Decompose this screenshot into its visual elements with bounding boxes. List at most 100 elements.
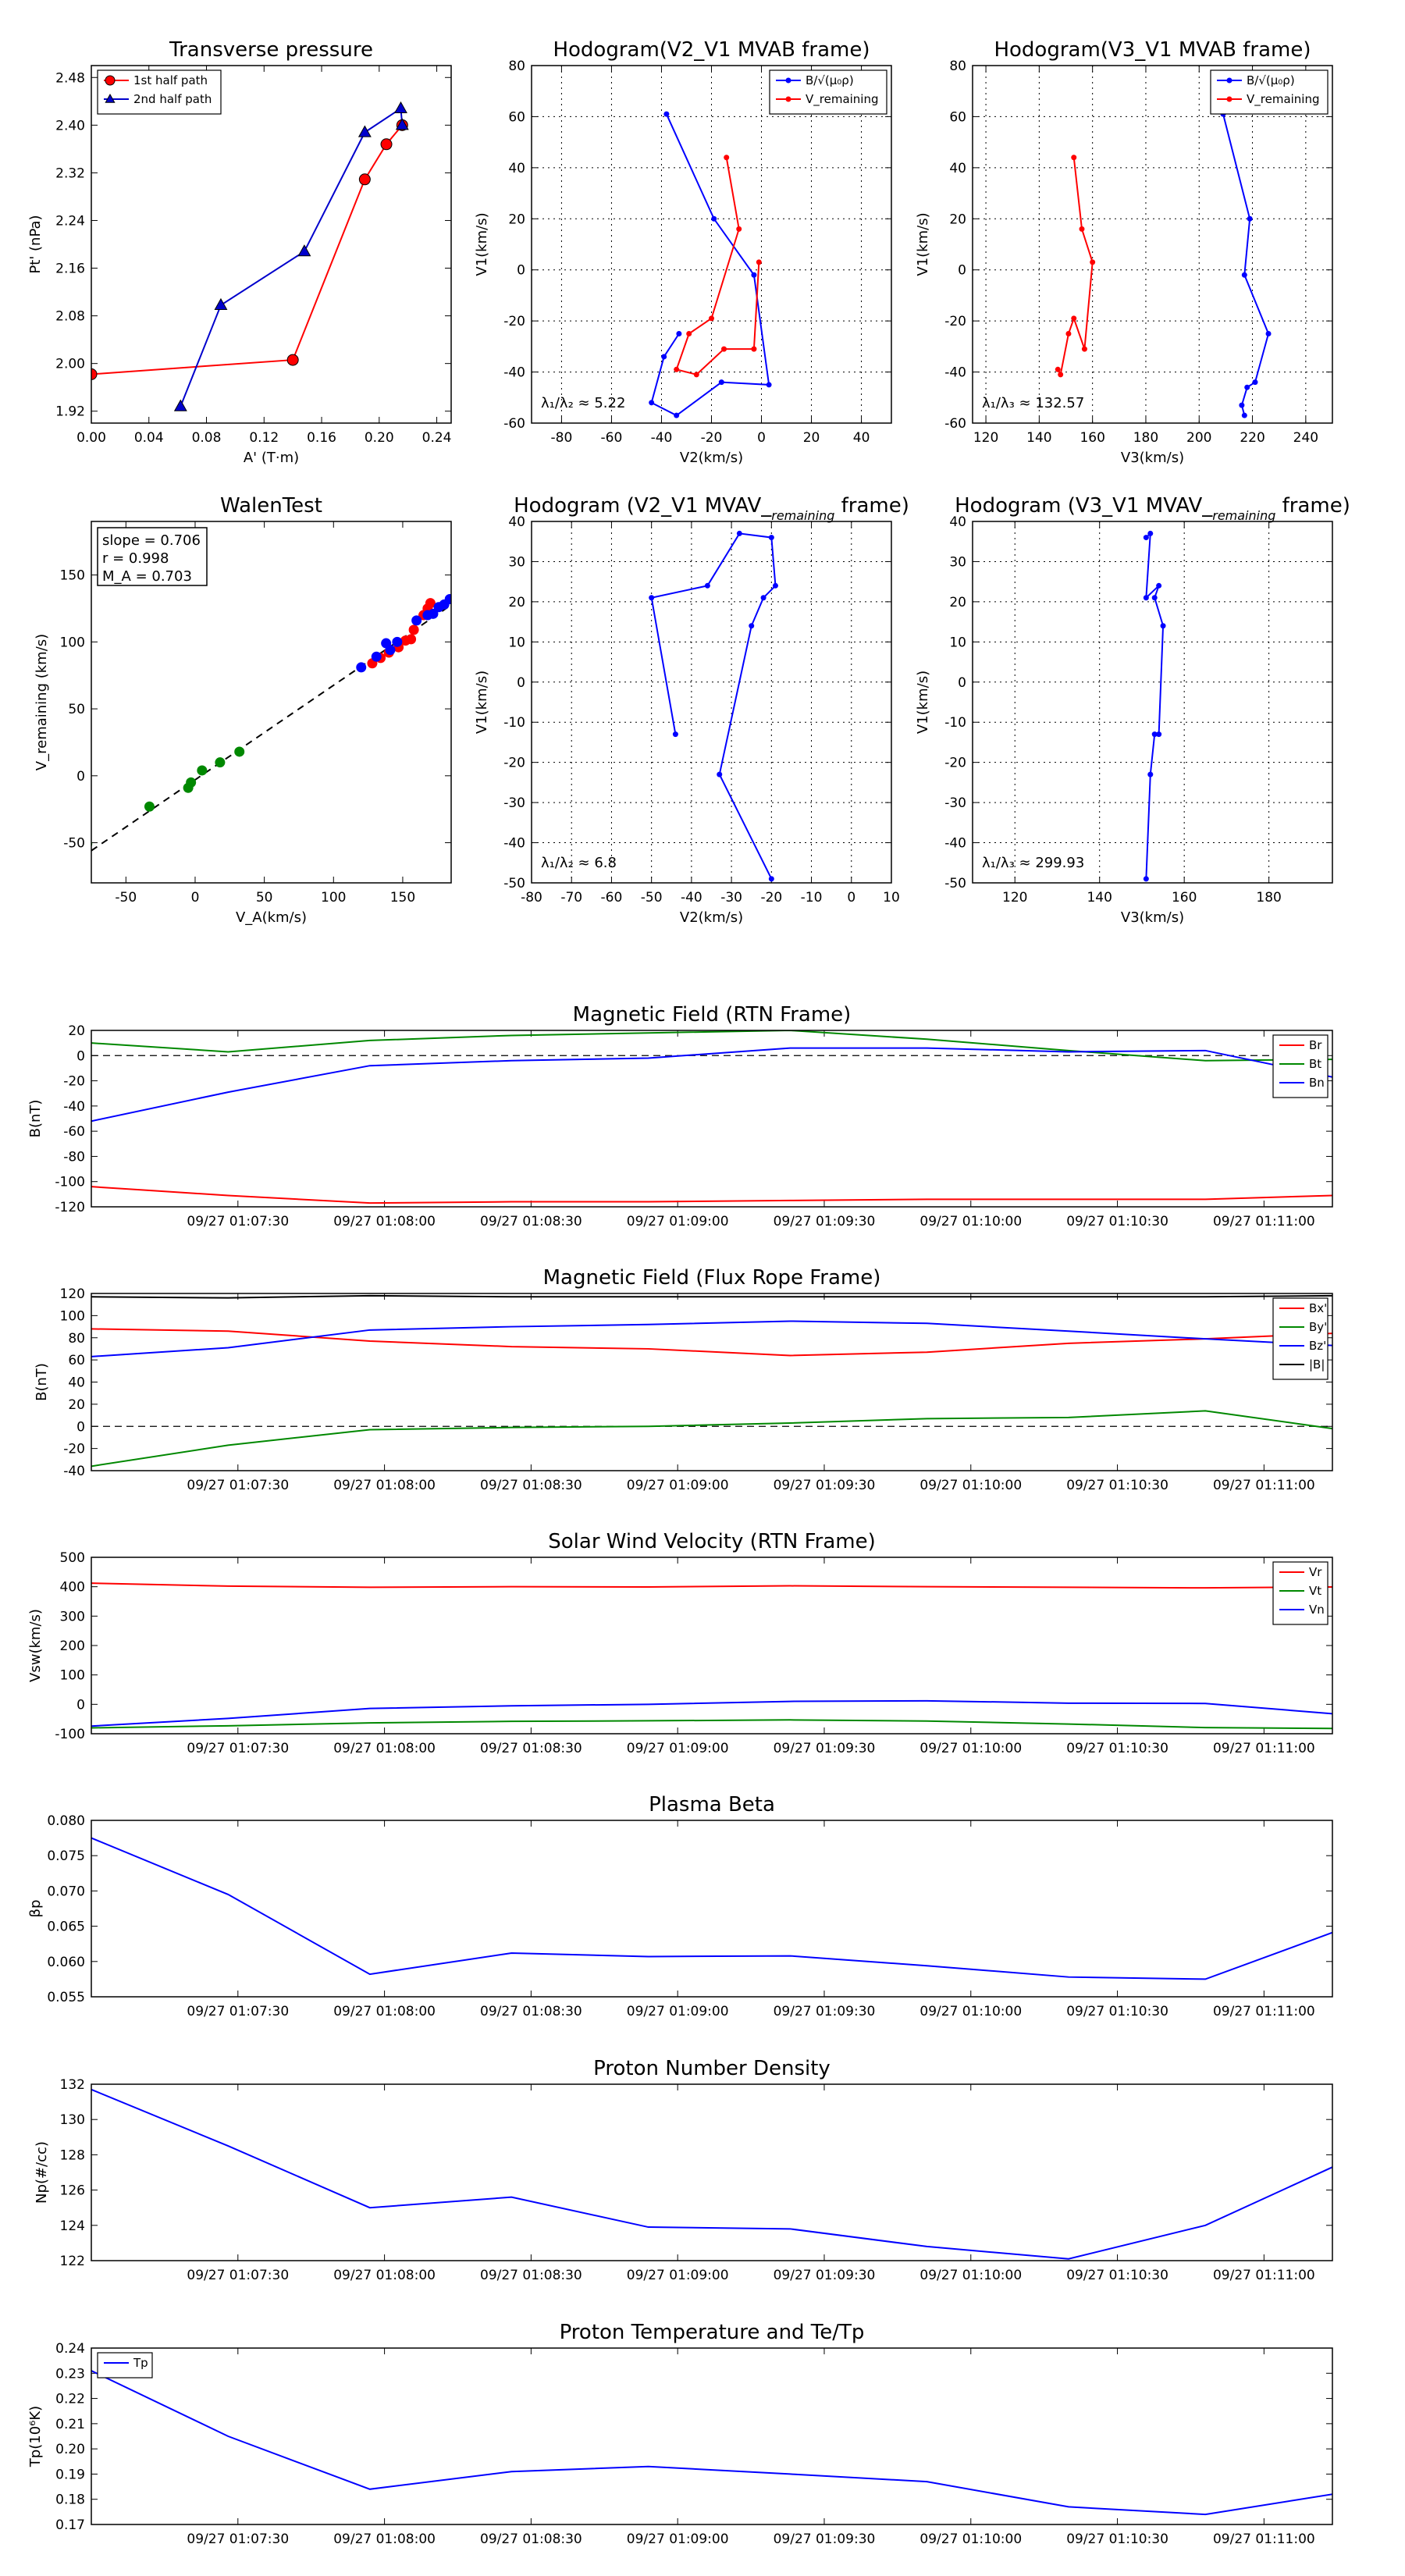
data-point xyxy=(1090,259,1096,265)
data-point xyxy=(358,173,371,186)
x-tick-label: 220 xyxy=(1240,430,1264,446)
x-tick-label: 200 xyxy=(1186,430,1211,446)
x-tick-label: 0.16 xyxy=(307,430,336,446)
legend-box xyxy=(1210,69,1329,115)
series-line-Np xyxy=(91,2088,1332,2260)
y-tick-label: 80 xyxy=(949,59,966,74)
y-tick-label: 0 xyxy=(76,1697,85,1713)
data-point xyxy=(1244,384,1250,390)
chart-title: Proton Temperature and Te/Tp xyxy=(560,2321,865,2344)
x-tick-label: 180 xyxy=(1256,890,1281,906)
x-tick-label: 10 xyxy=(883,890,900,906)
annotation-text: λ₁/λ₃ ≈ 132.57 xyxy=(982,395,1084,411)
plot-frame xyxy=(91,1557,1333,1735)
plot-frame xyxy=(91,1293,1333,1471)
y-tick-label: 126 xyxy=(60,2183,85,2199)
y-tick-label: 300 xyxy=(60,1609,85,1624)
x-axis-label: V_A(km/s) xyxy=(236,909,307,926)
x-tick-label: 09/27 01:09:00 xyxy=(627,2004,729,2019)
data-point xyxy=(214,297,228,310)
data-point xyxy=(1241,412,1247,418)
y-tick-label: 10 xyxy=(508,635,525,650)
plot-area xyxy=(91,1030,1332,1204)
y-tick-label: -40 xyxy=(63,1099,85,1115)
y-tick-label: 0 xyxy=(76,769,85,785)
y-tick-label: 0.070 xyxy=(47,1884,85,1899)
chart-plasma-beta: Plasma Beta 09/27 01:07:30 09/27 01:08:00 0… xyxy=(27,1793,1333,2019)
chart-hodogram-v2-v1-mvab: Hodogram(V2_V1 MVAB frame) -80 -60 -40 -20 0 2… xyxy=(474,38,892,466)
x-axis-label: V3(km/s) xyxy=(1121,450,1184,466)
y-tick-label: 100 xyxy=(60,1308,85,1324)
chart-hodogram-v2-v1-mvav: Hodogram (V2_V1 MVAV_remaining frame) -80… xyxy=(474,494,909,926)
plot-area xyxy=(1143,530,1166,882)
data-point xyxy=(772,582,778,589)
legend-label: B/√(μ₀ρ) xyxy=(1247,73,1295,87)
chart-title: WalenTest xyxy=(220,494,322,518)
x-tick-label: 100 xyxy=(321,890,346,906)
data-point xyxy=(1081,346,1087,352)
x-tick-label: 09/27 01:11:00 xyxy=(1213,2268,1315,2283)
plot-frame xyxy=(531,521,892,884)
data-point xyxy=(380,138,393,151)
y-axis-label: Np(#/cc) xyxy=(34,2141,50,2204)
plot-frame xyxy=(91,2083,1333,2261)
data-point xyxy=(1143,876,1149,882)
x-tick-label: -20 xyxy=(701,430,723,446)
legend-label: Bt xyxy=(1309,1057,1321,1071)
data-point xyxy=(1156,582,1162,589)
legend: Vr Vt Vn xyxy=(1272,1561,1329,1625)
y-tick-label: 2.08 xyxy=(55,309,85,325)
legend-label: Bn xyxy=(1309,1076,1325,1090)
y-tick-label: -40 xyxy=(944,365,966,381)
data-point xyxy=(674,366,680,372)
data-point xyxy=(724,155,730,161)
plot-area xyxy=(1055,111,1272,418)
data-point xyxy=(1065,331,1072,336)
x-tick-label: 140 xyxy=(1026,430,1051,446)
data-point xyxy=(663,111,670,117)
x-tick-label: -20 xyxy=(760,890,782,906)
y-tick-label: -10 xyxy=(944,715,966,731)
annotation-box xyxy=(97,527,208,586)
series-line-B xyxy=(650,532,777,880)
data-point xyxy=(186,777,197,788)
chart-mag-field-rtn: Magnetic Field (RTN Frame) 09/27 01:07:30… xyxy=(27,1003,1333,1229)
plot-frame xyxy=(91,2347,1333,2525)
plot-area xyxy=(91,1294,1332,1468)
x-tick-label: 0.20 xyxy=(365,430,394,446)
chart-title: Hodogram (V2_V1 MVAV_remaining frame) xyxy=(514,494,909,523)
series-line-Br xyxy=(91,1186,1332,1204)
x-tick-label: -30 xyxy=(720,890,742,906)
x-tick-label: 09/27 01:09:00 xyxy=(627,1214,729,1229)
data-point xyxy=(1252,379,1258,386)
series-line-B/√(μ₀ρ) xyxy=(650,113,770,417)
data-point xyxy=(371,651,382,662)
x-tick-label: 09/27 01:08:30 xyxy=(480,2004,582,2019)
legend: Br Bt Bn xyxy=(1272,1034,1329,1098)
legend-label: Br xyxy=(1309,1038,1322,1052)
x-tick-label: 09/27 01:10:00 xyxy=(919,1741,1022,1756)
x-tick-label: 0 xyxy=(191,890,200,906)
y-tick-label: 60 xyxy=(68,1353,85,1368)
y-axis-label: V_remaining (km/s) xyxy=(34,634,50,770)
series-line-B/√(μ₀ρ) xyxy=(1222,113,1270,416)
plot-area xyxy=(91,1582,1332,1730)
data-point xyxy=(1241,272,1247,278)
series-line-|B| xyxy=(91,1294,1332,1299)
x-tick-label: 09/27 01:08:30 xyxy=(480,2268,582,2283)
data-point xyxy=(736,226,742,232)
y-tick-label: 50 xyxy=(68,702,85,717)
y-axis-label: B(nT) xyxy=(27,1100,44,1138)
x-tick-label: 160 xyxy=(1172,890,1197,906)
y-tick-label: 40 xyxy=(508,514,525,530)
y-tick-label: 0.21 xyxy=(55,2417,85,2432)
y-tick-label: -50 xyxy=(944,876,966,891)
y-tick-label: 60 xyxy=(508,109,525,125)
legend-marker xyxy=(785,96,791,102)
data-point xyxy=(717,771,723,777)
legend-box xyxy=(769,69,887,115)
y-tick-label: 20 xyxy=(508,212,525,227)
data-point xyxy=(1055,366,1061,372)
data-point xyxy=(709,315,714,322)
data-point xyxy=(674,412,680,418)
